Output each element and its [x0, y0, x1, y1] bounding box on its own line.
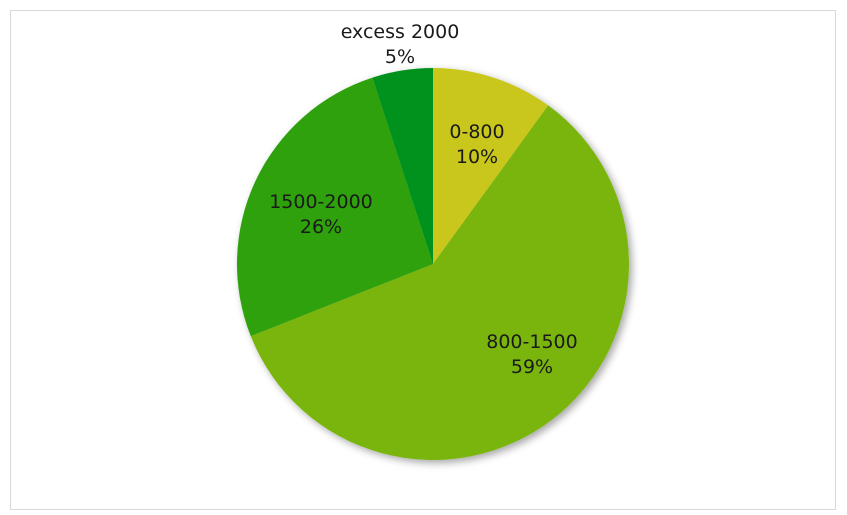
slice-category-label: 1500-2000 [269, 191, 373, 213]
slice-percent-label: 26% [300, 216, 342, 238]
slice-category-label: 0-800 [449, 121, 504, 143]
slice-percent-label: 59% [511, 356, 553, 378]
pie-slice-excess-2000 [372, 67, 433, 264]
slice-label-800-1500: 800-1500 59% [486, 331, 577, 378]
pie-slice-1500-2000 [236, 77, 433, 337]
slice-label-1500-2000: 1500-2000 26% [269, 191, 373, 238]
slice-label-excess-2000: excess 2000 5% [341, 21, 460, 68]
slice-percent-label: 5% [385, 46, 415, 68]
slice-label-0-800: 0-800 10% [449, 121, 504, 168]
slice-category-label: excess 2000 [341, 21, 460, 43]
pie-slice-0-800 [433, 68, 549, 264]
slice-percent-label: 10% [456, 146, 498, 168]
slice-category-label: 800-1500 [486, 331, 577, 353]
pie-slice-800-1500 [250, 105, 629, 460]
